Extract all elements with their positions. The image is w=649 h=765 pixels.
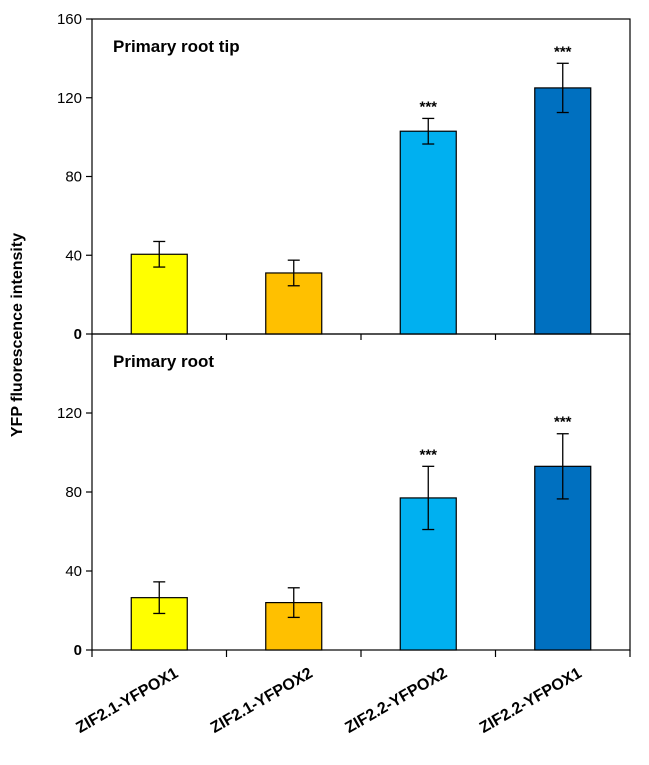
y-tick-label: 80 xyxy=(65,169,82,186)
y-tick-label: 40 xyxy=(65,247,82,264)
y-tick-label: 80 xyxy=(65,484,82,501)
bar xyxy=(534,87,592,335)
error-bar xyxy=(153,581,166,615)
y-axis-label: YFP fluorescence intensity xyxy=(9,233,26,437)
panel-title: Primary root tip xyxy=(113,37,240,56)
significance-label: *** xyxy=(419,98,437,115)
x-category-label: ZIF2.2-YFPOX1 xyxy=(477,665,585,737)
panel-title: Primary root xyxy=(113,352,214,371)
y-tick-label: 40 xyxy=(65,563,82,580)
error-bar xyxy=(422,465,435,531)
error-bar xyxy=(556,433,569,500)
error-bar xyxy=(287,259,300,287)
error-bar xyxy=(287,587,300,619)
y-tick-label: 120 xyxy=(57,90,82,107)
y-tick-label: 0 xyxy=(74,642,82,659)
bar xyxy=(399,130,457,335)
y-tick-label: 0 xyxy=(74,326,82,343)
significance-label: *** xyxy=(419,446,437,463)
significance-label: *** xyxy=(554,43,572,60)
bar xyxy=(130,597,188,651)
panel-1: 0 40 80 120 160 Primary root tip *** *** xyxy=(57,11,631,343)
x-category-label: ZIF2.1-YFPOX1 xyxy=(73,665,181,737)
error-bar xyxy=(153,240,166,268)
x-category-label: ZIF2.1-YFPOX2 xyxy=(208,665,316,737)
error-bar xyxy=(422,117,435,145)
y-tick-label: 120 xyxy=(57,405,82,422)
x-category-label: ZIF2.2-YFPOX2 xyxy=(342,665,450,737)
error-bar xyxy=(556,62,569,114)
panel-2: 0 40 80 120 Primary root *** *** xyxy=(57,333,631,659)
y-tick-label: 160 xyxy=(57,11,82,28)
significance-label: *** xyxy=(554,414,572,431)
